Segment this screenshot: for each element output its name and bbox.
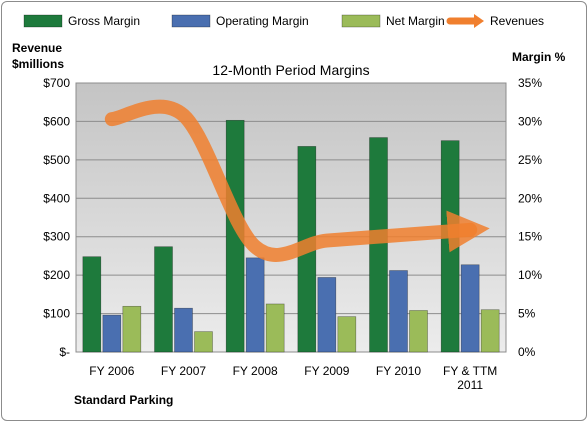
x-tick-label: FY 2009 [304,364,349,378]
y-right-tick-label: 15% [518,230,542,244]
legend-swatch [341,14,381,28]
y-left-tick-label: $200 [43,268,70,282]
x-tick-label: FY 2008 [233,364,278,378]
bar-gross-margin-fy-2010 [369,137,388,353]
y-left-tick-label: $400 [43,191,70,205]
y-right-tick-label: 35% [518,76,542,90]
y-axis-left-label: Revenue $millions [12,41,64,71]
y-left-tick-label: $300 [43,230,70,244]
legend-swatch [171,14,211,28]
legend-item-gross-margin: Gross Margin [23,14,140,28]
legend-item-net-margin: Net Margin [341,14,445,28]
legend-label: Net Margin [386,14,445,28]
bar-operating-margin-fy-2008 [245,257,265,353]
legend-swatch-arrow [474,14,484,28]
y-right-tick-label: 5% [518,307,536,321]
bar-net-margin-fy-2009 [337,316,357,353]
bar-net-margin-fy-2008 [265,303,285,353]
revenue-line-layer [104,99,490,262]
y-left-tick-label: $700 [43,76,70,90]
plot-area [75,82,507,353]
x-axis-ticks: FY 2006 FY 2007 FY 2008 FY 2009 FY 2010 FY & … [89,364,497,392]
gridlines [76,120,506,315]
bar-operating-margin-fy-2006 [102,314,122,353]
bar-gross-margin-fy-ttm-2011 [440,140,460,353]
legend-label: Gross Margin [68,14,140,28]
y-left-tick-label: $- [59,345,70,359]
y-right-tick-label: 20% [518,191,542,205]
bars [82,119,500,353]
x-tick-label: FY 2006 [89,364,134,378]
bar-net-margin-fy-2006 [122,305,142,353]
legend-item-revenues: Revenues [446,14,544,28]
legend: Gross Margin Operating Margin Net Margin Re… [23,14,544,28]
y-left-tick-label: $100 [43,307,70,321]
x-tick-label: FY 2007 [161,364,206,378]
bar-operating-margin-fy-2010 [389,270,408,353]
bar-operating-margin-fy-ttm-2011 [460,264,480,353]
bar-operating-margin-fy-2009 [317,277,337,353]
bar-gross-margin-fy-2007 [154,246,173,353]
y-right-tick-label: 30% [518,114,542,128]
y-left-tick-label: $600 [43,114,70,128]
bar-net-margin-fy-2007 [194,331,213,353]
y-axis-left-ticks: $- $100 $200 $300 $400 $500 $600 $700 [43,76,70,359]
y-right-tick-label: 10% [518,268,542,282]
legend-swatch [23,14,63,28]
chart-title: 12-Month Period Margins [212,62,369,78]
bar-gross-margin-fy-2006 [82,256,102,353]
y-axis-right-label: Margin % [512,50,566,64]
bar-net-margin-fy-ttm-2011 [480,309,500,353]
bar-operating-margin-fy-2007 [174,307,193,353]
y-left-tick-label: $500 [43,153,70,167]
legend-label: Operating Margin [216,14,309,28]
x-tick-label: FY & TTM 2011 [443,364,497,392]
footer-company-name: Standard Parking [74,393,173,407]
x-tick-label: FY 2010 [376,364,421,378]
line-revenues [104,99,490,262]
y-right-tick-label: 25% [518,153,542,167]
legend-item-operating-margin: Operating Margin [171,14,309,28]
legend-label: Revenues [490,14,544,28]
y-right-tick-label: 0% [518,345,536,359]
y-axis-right-ticks: 0% 5% 10% 15% 20% 25% 30% 35% [518,76,542,359]
bar-net-margin-fy-2010 [409,310,428,353]
